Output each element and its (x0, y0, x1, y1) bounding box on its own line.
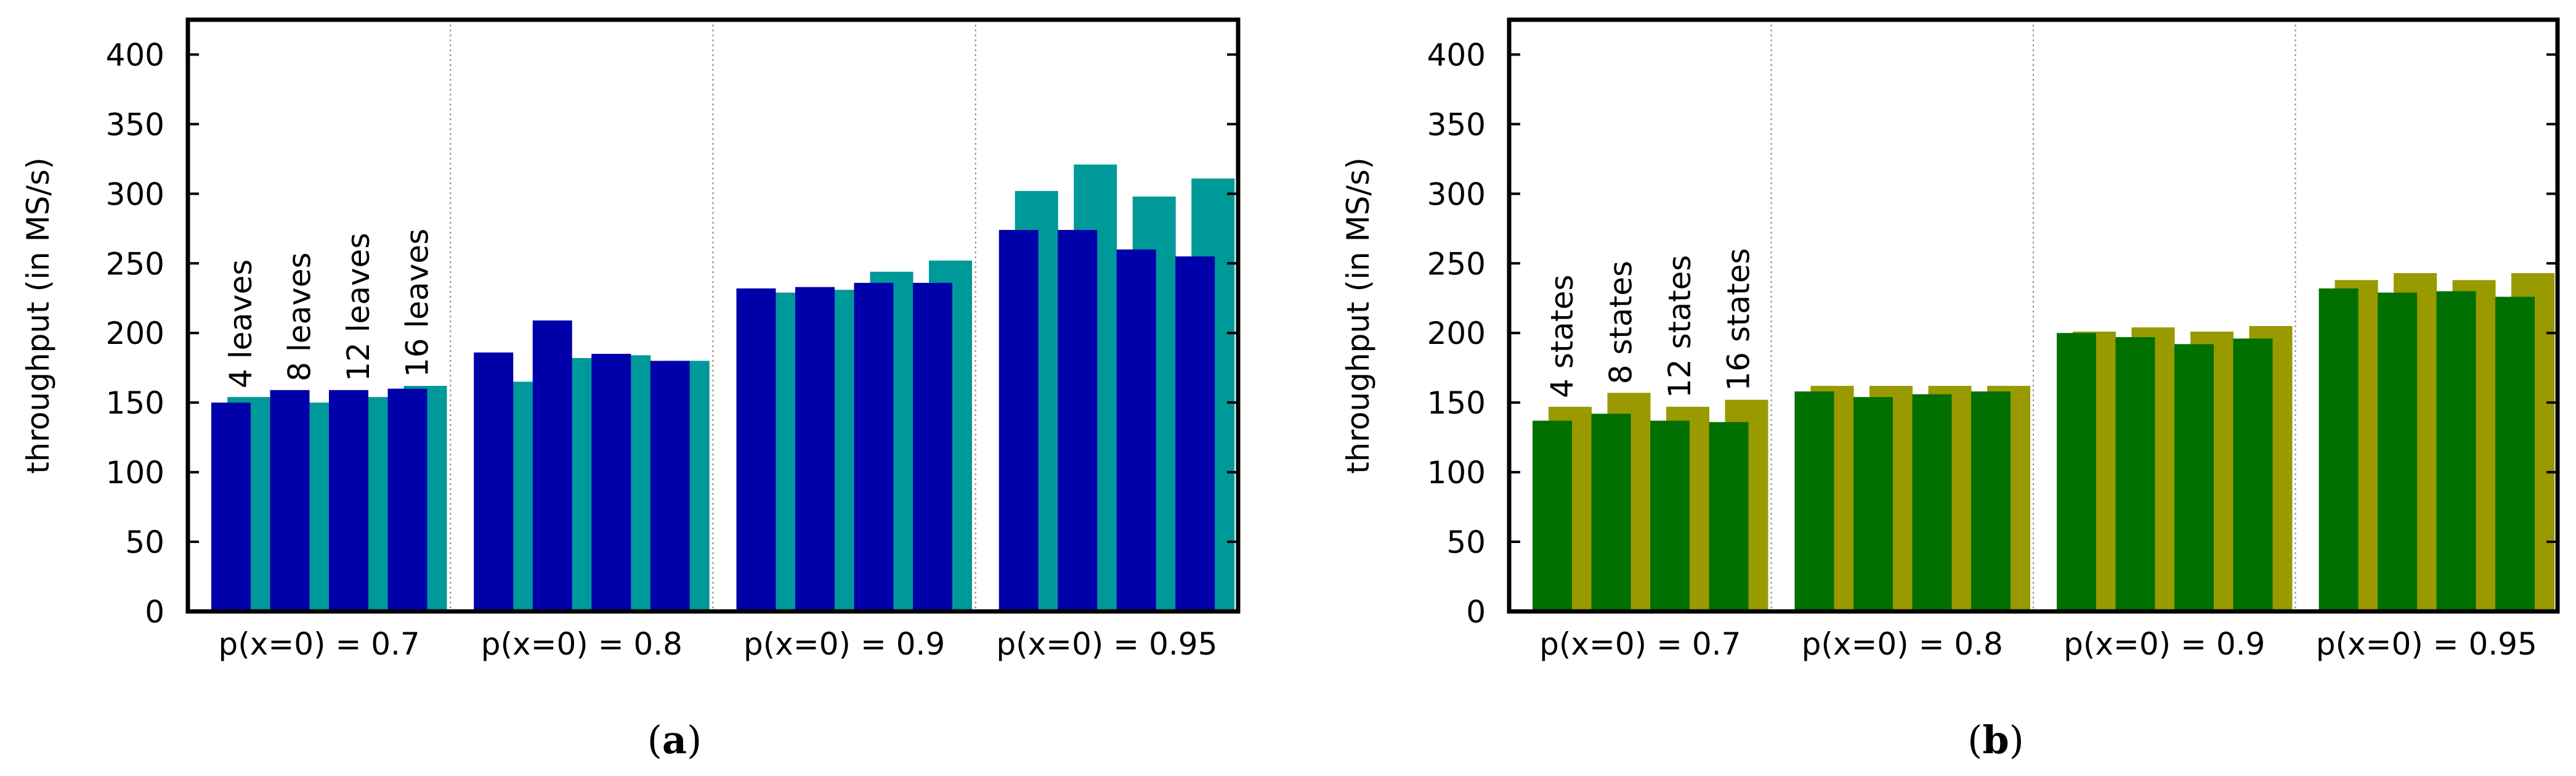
bar-series-1 (1912, 394, 1952, 611)
y-tick-label: 0 (1466, 594, 1486, 630)
bar-series-1 (2115, 337, 2155, 611)
bar-series-1 (2057, 333, 2096, 611)
bar-series-1 (736, 288, 776, 611)
bar-series-1 (913, 282, 952, 612)
bar-series-1 (1794, 391, 1834, 611)
bar-label: 8 states (1603, 261, 1639, 384)
bar-series-1 (998, 230, 1039, 611)
bar-series-1 (1116, 249, 1156, 611)
x-tick-label: p(x=0) = 0.7 (219, 626, 420, 662)
bar-series-1 (2378, 292, 2417, 612)
y-tick-label: 200 (1427, 316, 1486, 351)
y-tick-label: 300 (106, 176, 164, 212)
x-tick-label: p(x=0) = 0.8 (1802, 626, 2003, 662)
y-tick-label: 100 (106, 455, 164, 491)
bar-series-1 (2495, 296, 2535, 611)
bar-series-1 (2174, 344, 2214, 611)
bar-series-1 (2436, 291, 2476, 611)
y-tick-label: 250 (106, 246, 164, 282)
y-tick-label: 150 (106, 385, 164, 421)
bar-label: 4 leaves (223, 259, 259, 388)
panel-label: (b) (1967, 717, 2024, 762)
bar-series-1 (591, 354, 631, 611)
bar-series-1 (1533, 420, 1572, 611)
bar-series-1 (1175, 256, 1215, 611)
bar-label: 16 states (1721, 248, 1757, 391)
y-axis-label: throughput (in MS/s) (20, 157, 56, 474)
chart-panel-a: p(x=0) = 0.7 p(x=0) = 0.8 p(x=0) = 0.9 p(x=… (20, 17, 1241, 762)
bar-series-1 (795, 287, 835, 612)
y-tick-label: 350 (106, 107, 164, 142)
y-tick-label: 0 (145, 594, 164, 630)
bar-series-1 (650, 361, 690, 611)
bar-series-1 (1853, 397, 1893, 611)
x-tick-label: p(x=0) = 0.95 (2316, 626, 2537, 662)
y-axis-label: throughput (in MS/s) (1340, 157, 1376, 474)
bar-series-1 (1971, 391, 2011, 611)
bar-label: 4 states (1544, 275, 1580, 398)
x-tick-label: p(x=0) = 0.9 (743, 626, 945, 662)
y-tick-label: 250 (1427, 246, 1486, 282)
bar-series-1 (532, 320, 572, 611)
y-tick-label: 100 (1427, 455, 1486, 491)
bar-label: 16 leaves (400, 229, 435, 377)
bar-series-1 (854, 282, 894, 612)
bar-series-1 (211, 402, 251, 611)
y-tick-label: 300 (1427, 176, 1486, 212)
y-tick-label: 50 (1446, 525, 1486, 560)
y-tick-label: 150 (1427, 385, 1486, 421)
x-tick-label: p(x=0) = 0.9 (2064, 626, 2265, 662)
bar-series-1 (2233, 338, 2273, 611)
panel-label: (a) (647, 717, 702, 762)
x-tick-label: p(x=0) = 0.95 (996, 626, 1217, 662)
bar-series-1 (270, 390, 310, 611)
bar-series-1 (329, 390, 368, 611)
y-tick-label: 50 (125, 525, 164, 560)
y-tick-label: 200 (106, 316, 164, 351)
bar-series-1 (1058, 230, 1098, 611)
y-tick-label: 400 (1427, 37, 1486, 73)
x-tick-label: p(x=0) = 0.7 (1539, 626, 1741, 662)
chart-panel-b: p(x=0) = 0.7 p(x=0) = 0.8 p(x=0) = 0.9 p(x=… (1340, 17, 2560, 762)
bar-series-1 (1591, 414, 1631, 611)
bar-label: 12 states (1662, 255, 1698, 398)
bar-series-1 (474, 352, 514, 611)
bar-label: 8 leaves (282, 252, 318, 381)
bar-series-1 (2319, 288, 2359, 611)
plot-frame (1507, 17, 2560, 614)
y-tick-label: 350 (1427, 107, 1486, 142)
y-tick-label: 400 (106, 37, 164, 73)
bar-series-1 (1650, 420, 1690, 611)
bar-label: 12 leaves (341, 233, 376, 382)
bar-series-1 (1709, 422, 1749, 611)
x-tick-label: p(x=0) = 0.8 (481, 626, 682, 662)
plot-frame (185, 17, 1241, 614)
bar-series-1 (387, 388, 427, 611)
